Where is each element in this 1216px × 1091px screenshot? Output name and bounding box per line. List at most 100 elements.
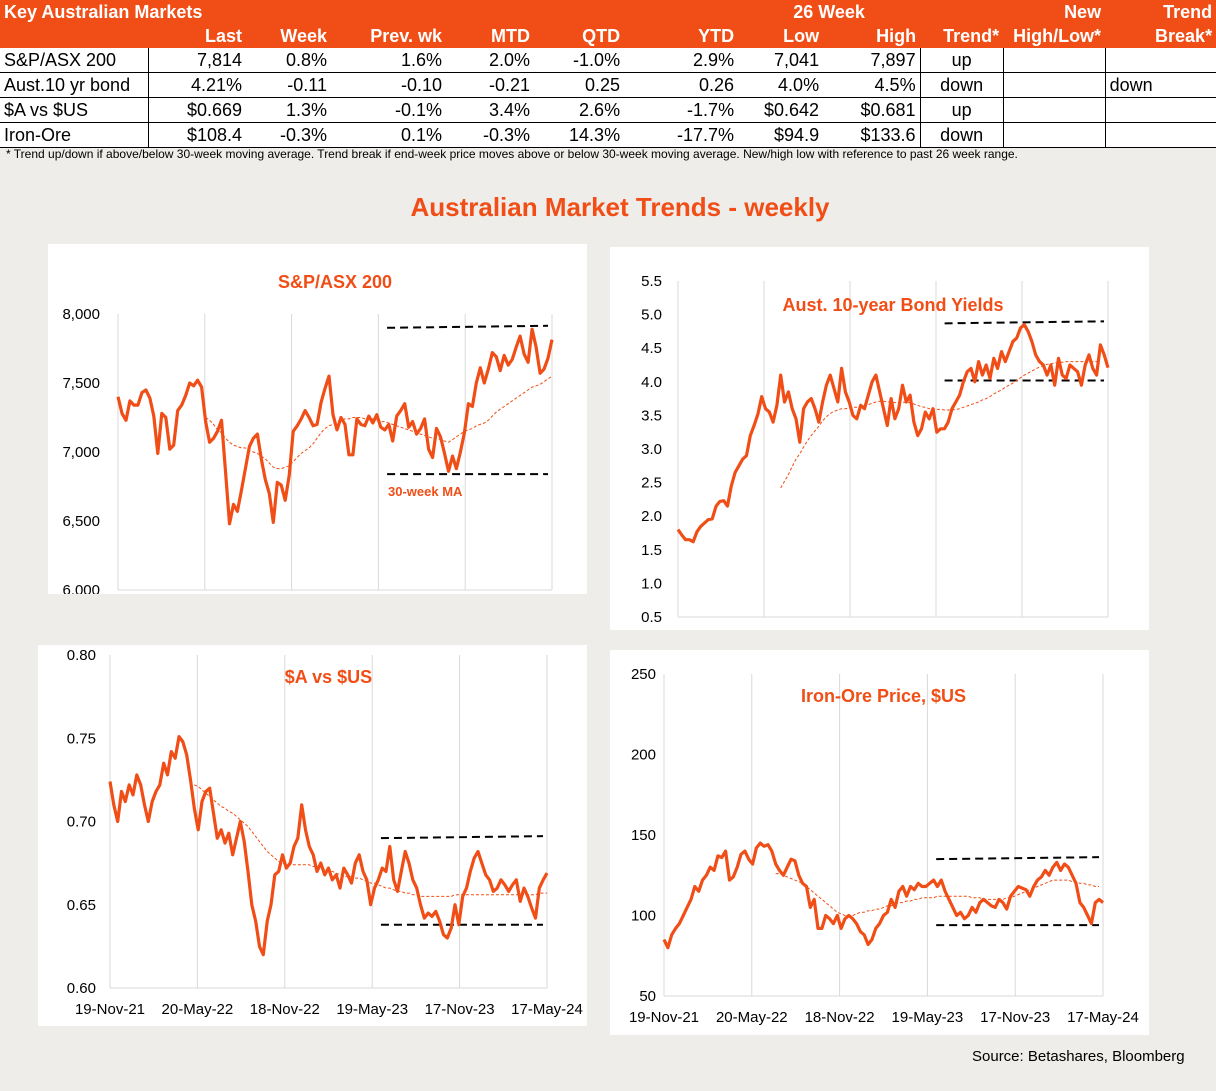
price-line: [676, 323, 1110, 544]
header-high: High: [823, 24, 921, 48]
y-tick-label: 7,000: [62, 444, 100, 461]
page-title: Australian Market Trends - weekly: [410, 192, 830, 222]
y-tick-label: 50: [639, 988, 656, 1005]
row-cell: 1.6%: [331, 48, 446, 73]
table-row: Iron-Ore $108.4 -0.3% 0.1% -0.3% 14.3% -17.7% $…: [0, 122, 1216, 148]
table-row: Aust.10 yr bond 4.21% -0.11 -0.10 -0.21 0.25 0…: [0, 72, 1216, 98]
chart-aud-usd: 19-Nov-21 20-May-22 18-Nov-22 19-May-23 17-N…: [38, 645, 587, 1026]
chart-bond-yields: 0.5 1.0 1.5 2.0 2.5 3.0 3.5 4.0 4.5 5.0 5.5 Aust. 1…: [610, 247, 1149, 630]
y-tick-label: 0.75: [67, 730, 96, 747]
x-tick-label: 19-Nov-21: [75, 1001, 145, 1018]
chart-title: S&P/ASX 200: [278, 272, 392, 292]
row-cell: 4.21%: [148, 72, 246, 98]
header-week: Week: [246, 24, 331, 48]
row-new-high-low: [1003, 48, 1106, 73]
x-tick-label: 17-Nov-23: [425, 1001, 495, 1018]
table-title: Key Australian Markets: [0, 0, 625, 24]
row-new-high-low: [1003, 122, 1106, 148]
header-trend: Trend*: [920, 24, 1004, 48]
header-new-1: New: [1003, 0, 1106, 24]
y-tick-label: 2.5: [641, 475, 662, 492]
y-tick-label: 1.5: [641, 542, 662, 559]
chart-iron-ore: 19-Nov-21 20-May-22 18-Nov-22 19-May-23 17-N…: [610, 650, 1149, 1035]
ma-annotation: 30-week MA: [388, 484, 463, 499]
row-cell: 7,897: [823, 48, 921, 73]
row-cell: -0.21: [446, 72, 534, 98]
x-tick-label: 19-Nov-21: [629, 1009, 699, 1026]
row-cell: 14.3%: [534, 122, 625, 148]
moving-average-line: [775, 873, 1100, 916]
row-new-high-low: [1003, 72, 1106, 98]
y-tick-label: 100: [631, 908, 656, 925]
row-cell: -17.7%: [624, 122, 739, 148]
header-ytd: YTD: [624, 24, 739, 48]
source-note: Source: Betashares, Bloomberg: [972, 1048, 1185, 1065]
x-tick-label: 17-May-24: [1067, 1009, 1139, 1026]
row-cell: 2.9%: [624, 48, 739, 73]
range-band-line: [936, 856, 1100, 861]
range-band-line: [380, 835, 544, 840]
y-tick-label: 0.70: [67, 814, 96, 831]
row-trend: down: [919, 122, 1004, 148]
moving-average-line: [205, 375, 553, 470]
row-cell: 7,041: [738, 48, 824, 73]
price-line: [662, 841, 1105, 950]
table-row: S&P/ASX 200 7,814 0.8% 1.6% 2.0% -1.0% 2.9% 7,0…: [0, 48, 1216, 73]
row-cell: 0.25: [534, 72, 625, 98]
table-row: $A vs $US $0.669 1.3% -0.1% 3.4% 2.6% -1.7% $0.…: [0, 97, 1216, 123]
row-name: S&P/ASX 200: [0, 48, 149, 73]
row-cell: -1.7%: [624, 97, 739, 123]
y-tick-label: 150: [631, 827, 656, 844]
y-tick-label: 4.5: [641, 340, 662, 357]
range-band-line: [387, 324, 549, 329]
y-tick-label: 0.65: [67, 897, 96, 914]
header-break-2: Break*: [1105, 24, 1216, 48]
chart-title: Iron-Ore Price, $US: [801, 686, 966, 706]
y-tick-label: 5.5: [641, 273, 662, 290]
y-tick-label: 8,000: [62, 306, 100, 323]
y-tick-label: 6,000: [62, 582, 100, 594]
y-tick-label: 250: [631, 666, 656, 683]
y-tick-label: 0.5: [641, 609, 662, 626]
price-line: [108, 734, 549, 957]
x-tick-label: 19-May-23: [336, 1001, 408, 1018]
table-footnote: * Trend up/down if above/below 30-week m…: [6, 147, 1018, 161]
row-cell: 0.1%: [331, 122, 446, 148]
price-line: [116, 327, 554, 526]
chart-title: $A vs $US: [285, 667, 372, 687]
row-trend-break: [1105, 122, 1216, 148]
y-tick-label: 3.5: [641, 407, 662, 424]
header-mtd: MTD: [446, 24, 534, 48]
row-new-high-low: [1003, 97, 1106, 123]
chart-title: Aust. 10-year Bond Yields: [782, 295, 1003, 315]
row-trend-break: [1105, 97, 1216, 123]
row-trend-break: down: [1105, 72, 1216, 98]
x-tick-label: 17-May-24: [511, 1001, 583, 1018]
header-break-1: Trend: [1105, 0, 1216, 24]
x-tick-label: 18-Nov-22: [250, 1001, 320, 1018]
row-cell: 0.26: [624, 72, 739, 98]
header-26-week: 26 Week: [738, 0, 921, 24]
y-tick-label: 2.0: [641, 508, 662, 525]
row-name: Iron-Ore: [0, 122, 149, 148]
y-tick-label: 3.0: [641, 441, 662, 458]
row-cell: 7,814: [148, 48, 246, 73]
row-cell: -0.3%: [446, 122, 534, 148]
row-name: $A vs $US: [0, 97, 149, 123]
row-cell: $94.9: [738, 122, 824, 148]
row-cell: -0.10: [331, 72, 446, 98]
y-tick-label: 1.0: [641, 575, 662, 592]
row-cell: $108.4: [148, 122, 246, 148]
row-trend: up: [919, 48, 1004, 73]
moving-average-line: [780, 361, 1101, 489]
row-cell: 2.0%: [446, 48, 534, 73]
row-trend: down: [919, 72, 1004, 98]
moving-average-line: [194, 784, 547, 897]
y-tick-label: 5.0: [641, 307, 662, 324]
chart-asx200: 6,000 6,500 7,000 7,500 8,000 S&P/ASX 200 30-w…: [48, 244, 587, 594]
row-cell: $0.681: [823, 97, 921, 123]
row-cell: 4.0%: [738, 72, 824, 98]
header-prev-wk: Prev. wk: [331, 24, 446, 48]
range-band-line: [944, 320, 1105, 325]
row-trend: up: [919, 97, 1004, 123]
